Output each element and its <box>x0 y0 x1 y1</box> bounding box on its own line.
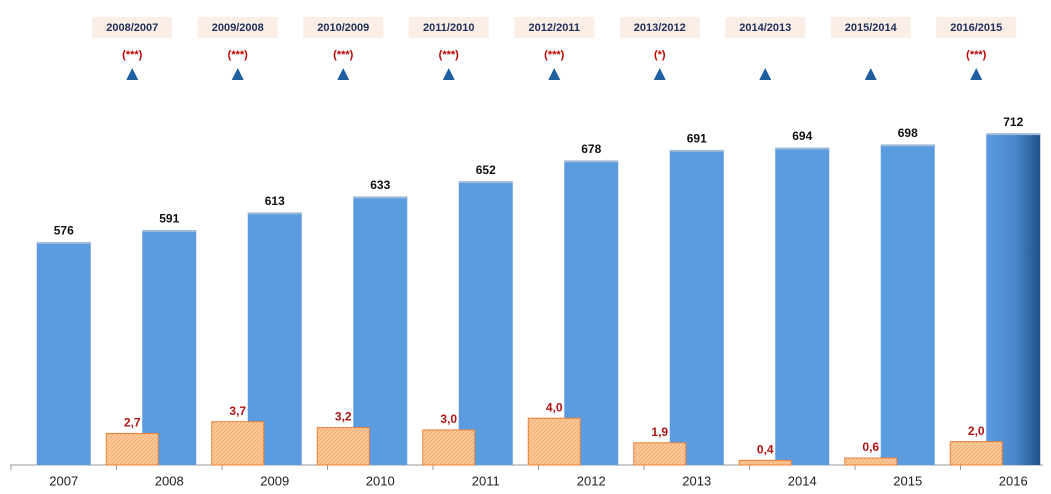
bar <box>880 144 935 465</box>
period-label: 2014/2013 <box>739 22 791 34</box>
growth-label: 2,0 <box>968 424 985 438</box>
significance: (*) <box>654 49 666 61</box>
period-box <box>92 17 173 38</box>
period-box <box>408 17 489 38</box>
x-tick-label: 2013 <box>682 473 711 488</box>
growth-bar <box>422 429 476 466</box>
growth-bar <box>105 432 159 466</box>
significance: (***) <box>439 49 460 61</box>
bar <box>36 242 91 465</box>
value-label: 652 <box>476 163 496 177</box>
growth-label: 0,6 <box>862 440 879 454</box>
bar <box>986 133 1041 466</box>
value-label: 633 <box>370 178 390 192</box>
up-triangle <box>337 68 350 80</box>
x-tick-label: 2014 <box>788 473 817 488</box>
up-triangle <box>548 68 561 80</box>
growth-bar <box>211 421 265 466</box>
period-box <box>936 17 1017 38</box>
period-label: 2016/2015 <box>950 22 1002 34</box>
x-tick-label: 2009 <box>260 473 289 488</box>
up-triangle <box>231 68 244 80</box>
value-label: 576 <box>54 224 74 238</box>
period-box <box>619 17 700 38</box>
growth-bar <box>949 441 1003 466</box>
significance: (***) <box>122 49 143 61</box>
x-tick-label: 2007 <box>49 473 78 488</box>
growth-label: 2,7 <box>124 416 141 430</box>
period-label: 2015/2014 <box>845 22 898 34</box>
value-label: 678 <box>581 142 601 156</box>
growth-bar <box>738 459 792 466</box>
up-triangle <box>653 68 666 80</box>
x-tick-label: 2012 <box>577 473 606 488</box>
growth-bar <box>844 457 898 466</box>
up-triangle <box>864 68 877 80</box>
period-label: 2010/2009 <box>317 22 369 34</box>
value-label: 712 <box>1003 115 1023 129</box>
significance: (***) <box>228 49 249 61</box>
significance: (***) <box>966 49 987 61</box>
significance: (***) <box>333 49 354 61</box>
bar <box>564 160 619 466</box>
value-label: 691 <box>687 132 707 146</box>
value-label: 698 <box>898 126 918 140</box>
period-box <box>514 17 595 38</box>
up-triangle <box>759 68 772 80</box>
period-label: 2008/2007 <box>106 22 158 34</box>
growth-label: 4,0 <box>546 400 563 414</box>
growth-bar <box>527 417 581 466</box>
bar <box>458 181 513 466</box>
x-tick-label: 2016 <box>999 473 1028 488</box>
period-box <box>830 17 911 38</box>
value-label: 694 <box>792 129 812 143</box>
bar <box>775 148 830 466</box>
period-label: 2013/2012 <box>634 22 686 34</box>
period-box <box>725 17 806 38</box>
bar <box>669 150 724 466</box>
bar <box>142 230 197 465</box>
x-tick-label: 2015 <box>893 473 922 488</box>
growth-label: 0,4 <box>757 442 774 456</box>
period-box <box>197 17 278 38</box>
x-tick-label: 2010 <box>366 473 395 488</box>
growth-bar <box>633 442 687 466</box>
growth-label: 3,7 <box>229 404 246 418</box>
x-tick-label: 2011 <box>472 473 500 488</box>
value-label: 613 <box>265 194 285 208</box>
growth-label: 3,2 <box>335 410 352 424</box>
period-label: 2012/2011 <box>529 22 580 34</box>
x-tick-label: 2008 <box>155 473 184 488</box>
up-triangle <box>970 68 983 80</box>
period-box <box>303 17 384 38</box>
up-triangle <box>442 68 455 80</box>
value-label: 591 <box>159 212 179 226</box>
period-label: 2009/2008 <box>212 22 264 34</box>
growth-label: 1,9 <box>651 425 668 439</box>
period-label: 2011/2010 <box>423 22 474 34</box>
bar <box>353 196 408 465</box>
significance: (***) <box>544 49 565 61</box>
up-triangle <box>126 68 139 80</box>
growth-bar <box>316 427 370 466</box>
growth-label: 3,0 <box>440 412 457 426</box>
